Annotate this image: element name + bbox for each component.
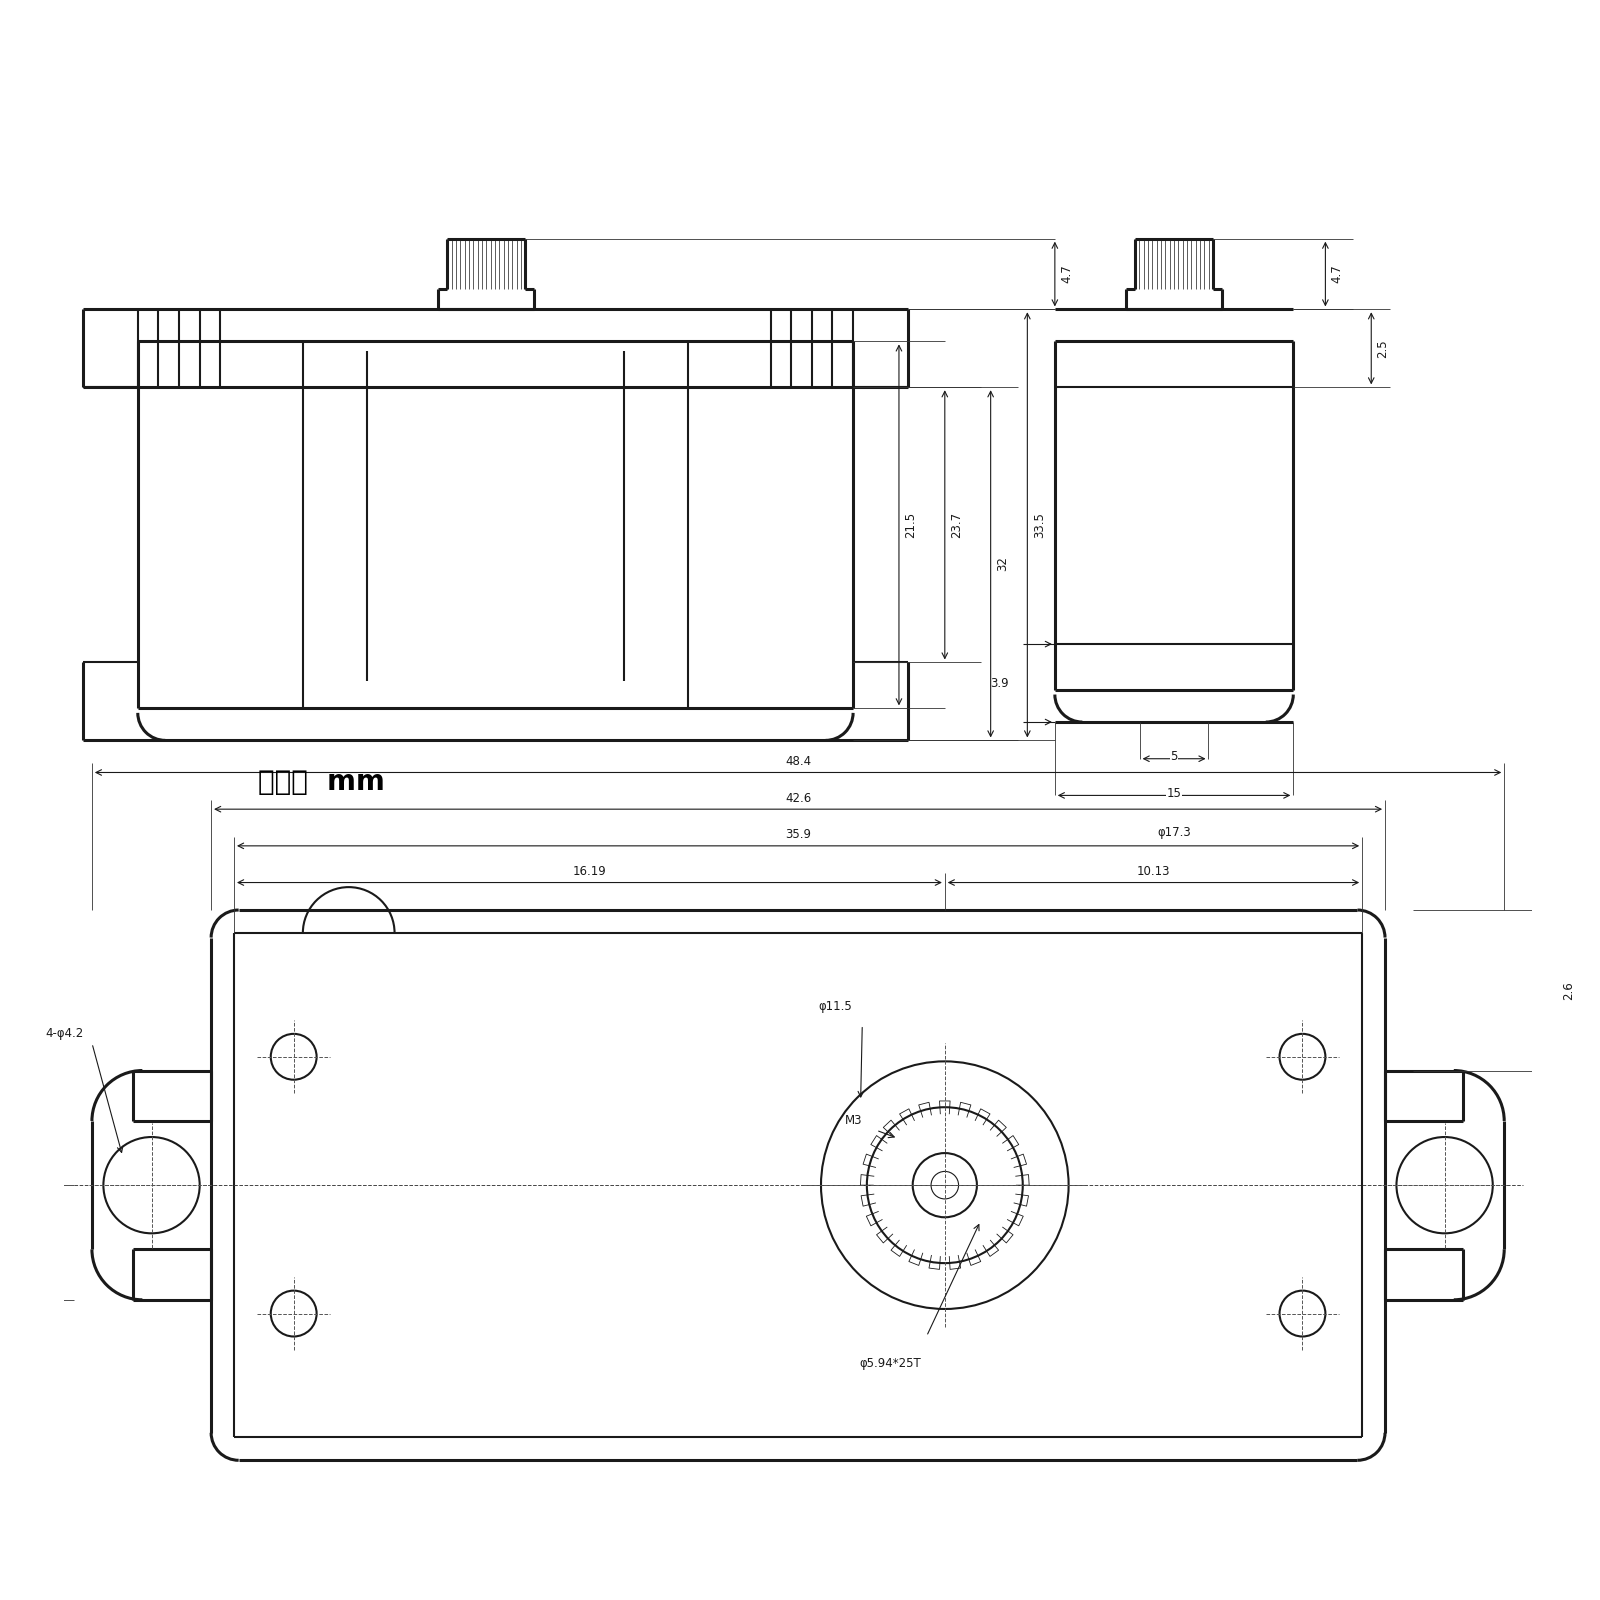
- Text: 16.19: 16.19: [573, 866, 606, 878]
- Text: 4.7: 4.7: [1061, 264, 1074, 283]
- Text: φ17.3: φ17.3: [1157, 826, 1190, 838]
- Text: 3.9: 3.9: [990, 677, 1010, 690]
- Text: 21.5: 21.5: [904, 512, 917, 538]
- Text: 4.7: 4.7: [1330, 264, 1342, 283]
- Text: 33.5: 33.5: [1034, 512, 1046, 538]
- Text: M3: M3: [845, 1115, 862, 1128]
- Text: 5: 5: [1170, 750, 1178, 763]
- Text: 15: 15: [1166, 787, 1181, 800]
- Text: 2.5: 2.5: [1376, 339, 1389, 358]
- Text: 32: 32: [997, 557, 1010, 571]
- Text: 10.13: 10.13: [1136, 866, 1170, 878]
- Text: 42.6: 42.6: [786, 792, 811, 805]
- Text: 4-φ4.2: 4-φ4.2: [45, 1027, 83, 1040]
- Text: φ11.5: φ11.5: [818, 1000, 851, 1013]
- Text: 35.9: 35.9: [786, 829, 811, 842]
- Text: φ5.94*25T: φ5.94*25T: [859, 1357, 920, 1371]
- Text: 48.4: 48.4: [786, 755, 811, 768]
- Text: 2.6: 2.6: [1562, 981, 1574, 1000]
- Text: 单位：  mm: 单位： mm: [258, 768, 384, 795]
- Text: 7.6: 7.6: [0, 1234, 2, 1251]
- Text: 23.7: 23.7: [950, 512, 963, 538]
